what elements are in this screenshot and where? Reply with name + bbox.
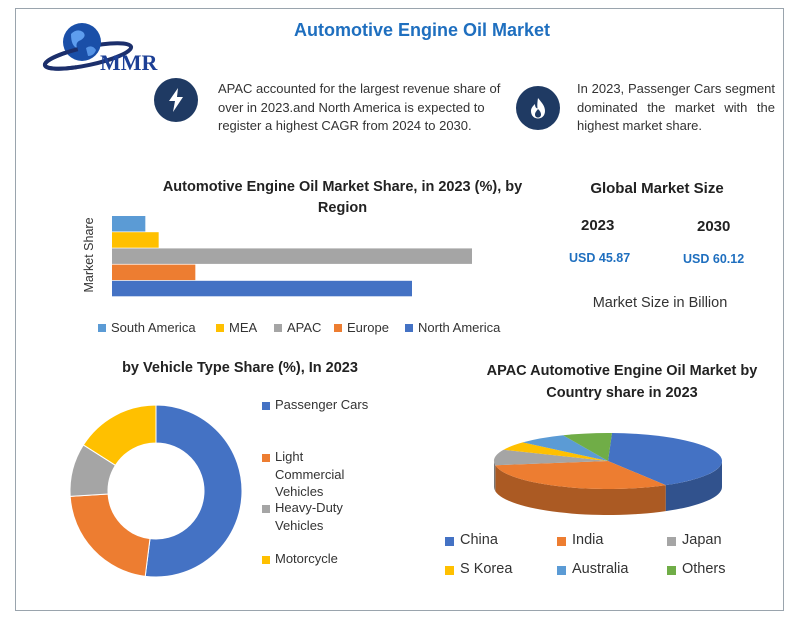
legend-label: Europe bbox=[347, 320, 389, 335]
vehicle-donut-chart bbox=[69, 404, 243, 578]
legend-label: South America bbox=[111, 320, 196, 335]
legend-motorcycle: Motorcycle bbox=[262, 550, 372, 568]
region-chart-ylabel: Market Share bbox=[82, 217, 96, 293]
vehicle-legend: Passenger Cars Light Commercial Vehicles H… bbox=[262, 396, 372, 576]
legend-swatch bbox=[667, 566, 676, 575]
year-2030: 2030 bbox=[697, 218, 731, 235]
legend-swatch bbox=[98, 324, 106, 332]
legend-label: MEA bbox=[229, 320, 258, 335]
legend-mea: MEA bbox=[216, 320, 257, 335]
pie-side-japan bbox=[494, 461, 496, 492]
legend-swatch bbox=[274, 324, 282, 332]
region-bar-chart bbox=[112, 216, 472, 297]
legend-label: Australia bbox=[572, 561, 629, 577]
bar-north-america bbox=[112, 280, 412, 297]
legend-label: Passenger Cars bbox=[275, 397, 369, 412]
legend-label: Motorcycle bbox=[275, 551, 338, 566]
pie-slice-india bbox=[495, 461, 666, 489]
legend-swatch bbox=[262, 556, 270, 564]
value-2030: USD 60.12 bbox=[683, 252, 745, 266]
legend-china: China bbox=[445, 532, 498, 548]
value-2023: USD 45.87 bbox=[569, 251, 631, 265]
vehicle-chart-title: by Vehicle Type Share (%), In 2023 bbox=[122, 360, 358, 376]
pie-slice-australia bbox=[522, 435, 608, 461]
legend-europe: Europe bbox=[334, 320, 389, 335]
pie-slice-china bbox=[608, 433, 723, 486]
legend-label: APAC bbox=[287, 320, 322, 335]
pie-slice-japan bbox=[494, 449, 608, 466]
legend-india: India bbox=[557, 532, 603, 548]
region-chart-title: Automotive Engine Oil Market Share, in 2… bbox=[162, 179, 523, 216]
donut-slice-passenger-cars bbox=[144, 404, 243, 578]
pie-side-china bbox=[665, 461, 722, 512]
legend-s-korea: S Korea bbox=[445, 561, 512, 577]
legend-label: Others bbox=[682, 561, 726, 577]
legend-label: Heavy-Duty Vehicles bbox=[275, 500, 343, 533]
info-text-segment: In 2023, Passenger Cars segment dominate… bbox=[577, 81, 775, 133]
year-2023: 2023 bbox=[581, 217, 615, 234]
legend-swatch bbox=[262, 402, 270, 410]
pie-side-india bbox=[495, 465, 666, 515]
legend-swatch bbox=[334, 324, 342, 332]
legend-label: Light Commercial Vehicles bbox=[275, 449, 345, 499]
bar-apac bbox=[112, 248, 472, 264]
apac-legend: China India Japan S Korea Australia Others bbox=[445, 532, 765, 582]
legend-swatch bbox=[445, 566, 454, 575]
legend-light-commercial-vehicles: Light Commercial Vehicles bbox=[262, 448, 372, 501]
donut-slice-motorcycle bbox=[82, 404, 157, 466]
legend-swatch bbox=[262, 505, 270, 513]
legend-swatch bbox=[262, 454, 270, 462]
legend-label: China bbox=[460, 532, 498, 548]
outer-frame bbox=[15, 8, 784, 611]
global-market-title: Global Market Size bbox=[590, 180, 724, 197]
legend-label: North America bbox=[418, 320, 501, 335]
legend-swatch bbox=[445, 537, 454, 546]
bar-europe bbox=[112, 264, 196, 281]
pie-slice-s-korea bbox=[503, 442, 608, 461]
bar-mea bbox=[112, 232, 159, 248]
legend-label: Japan bbox=[682, 532, 722, 548]
apac-pie-chart bbox=[494, 433, 723, 515]
flame-icon bbox=[516, 86, 560, 130]
legend-passenger-cars: Passenger Cars bbox=[262, 396, 372, 414]
region-chart-ylabel-box: Market Share bbox=[80, 216, 98, 298]
logo-text: MMR bbox=[100, 50, 158, 75]
legend-japan: Japan bbox=[667, 532, 722, 548]
bar-south-america bbox=[112, 216, 146, 232]
logo bbox=[42, 23, 134, 71]
info-text-region: APAC accounted for the largest revenue s… bbox=[218, 81, 501, 133]
pie-slice-others bbox=[563, 433, 612, 461]
legend-swatch bbox=[667, 537, 676, 546]
legend-swatch bbox=[557, 566, 566, 575]
page-title: Automotive Engine Oil Market bbox=[293, 20, 551, 40]
apac-chart-title: APAC Automotive Engine Oil Market by Cou… bbox=[486, 363, 758, 401]
legend-others: Others bbox=[667, 561, 726, 577]
legend-south-america: South America bbox=[98, 320, 196, 335]
legend-north-america: North America bbox=[405, 320, 500, 335]
legend-swatch bbox=[216, 324, 224, 332]
legend-swatch bbox=[405, 324, 413, 332]
lightning-icon bbox=[154, 78, 198, 122]
legend-heavy-duty-vehicles: Heavy-Duty Vehicles bbox=[262, 499, 372, 534]
pie-sides bbox=[494, 461, 722, 515]
legend-australia: Australia bbox=[557, 561, 628, 577]
legend-label: India bbox=[572, 532, 604, 548]
region-legend: South America MEA APAC Europe North America bbox=[98, 320, 518, 338]
legend-apac: APAC bbox=[274, 320, 321, 335]
legend-label: S Korea bbox=[460, 561, 513, 577]
market-size-unit-note: Market Size in Billion bbox=[592, 295, 728, 311]
donut-slice-light-commercial-vehicles bbox=[69, 493, 151, 577]
legend-swatch bbox=[557, 537, 566, 546]
